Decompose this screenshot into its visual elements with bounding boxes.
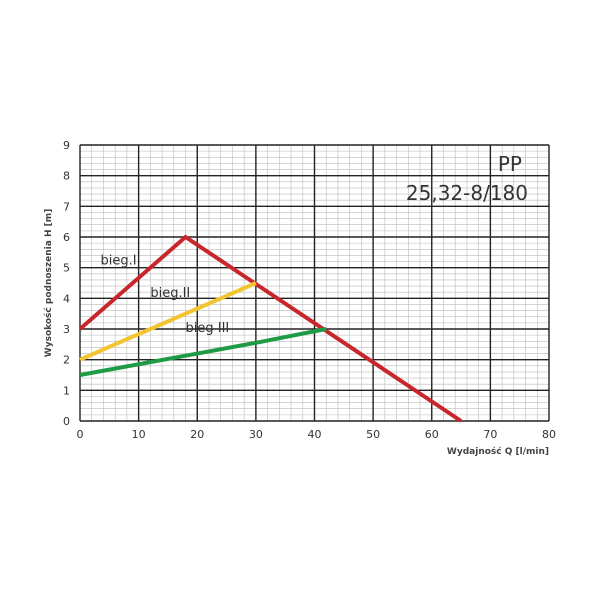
- x-tick-label: 50: [366, 428, 380, 441]
- series-line-2: [79, 281, 257, 362]
- series-labels: bieg.I bieg.II bieg III: [101, 254, 230, 336]
- y-tick-label: 1: [63, 384, 70, 397]
- y-tick-label: 8: [63, 170, 70, 183]
- tick-labels: 0 10 20 30 40 50 60 70 80 0 1 2 3 4 5 6 7 8 9: [63, 139, 556, 441]
- chart-title: PP: [498, 152, 522, 176]
- series-line-3: [79, 327, 327, 377]
- y-tick-label: 2: [63, 354, 70, 367]
- x-tick-label: 30: [249, 428, 263, 441]
- grid: [79, 144, 550, 422]
- y-tick-label: 7: [63, 200, 70, 213]
- y-axis-label: Wysokość podnoszenia H [m]: [43, 209, 54, 357]
- y-tick-label: 9: [63, 139, 70, 152]
- x-axis-label: Wydajność Q [l/min]: [447, 446, 549, 457]
- series-lines: [78, 234, 463, 423]
- x-tick-label: 80: [542, 428, 556, 441]
- x-tick-label: 70: [483, 428, 497, 441]
- y-tick-label: 4: [63, 292, 70, 305]
- x-tick-label: 60: [425, 428, 439, 441]
- x-tick-label: 40: [308, 428, 322, 441]
- series-label-3: bieg III: [186, 321, 230, 336]
- y-tick-label: 5: [63, 262, 70, 275]
- y-tick-label: 3: [63, 323, 70, 336]
- y-tick-label: 0: [63, 415, 70, 428]
- y-tick-label: 6: [63, 231, 70, 244]
- chart-subtitle: 25,32-8/180: [406, 181, 528, 205]
- x-tick-label: 20: [190, 428, 204, 441]
- x-tick-label: 0: [77, 428, 84, 441]
- x-tick-label: 10: [132, 428, 146, 441]
- series-line-1: [78, 234, 463, 423]
- series-label-2: bieg.II: [150, 286, 190, 301]
- series-label-1: bieg.I: [101, 254, 137, 269]
